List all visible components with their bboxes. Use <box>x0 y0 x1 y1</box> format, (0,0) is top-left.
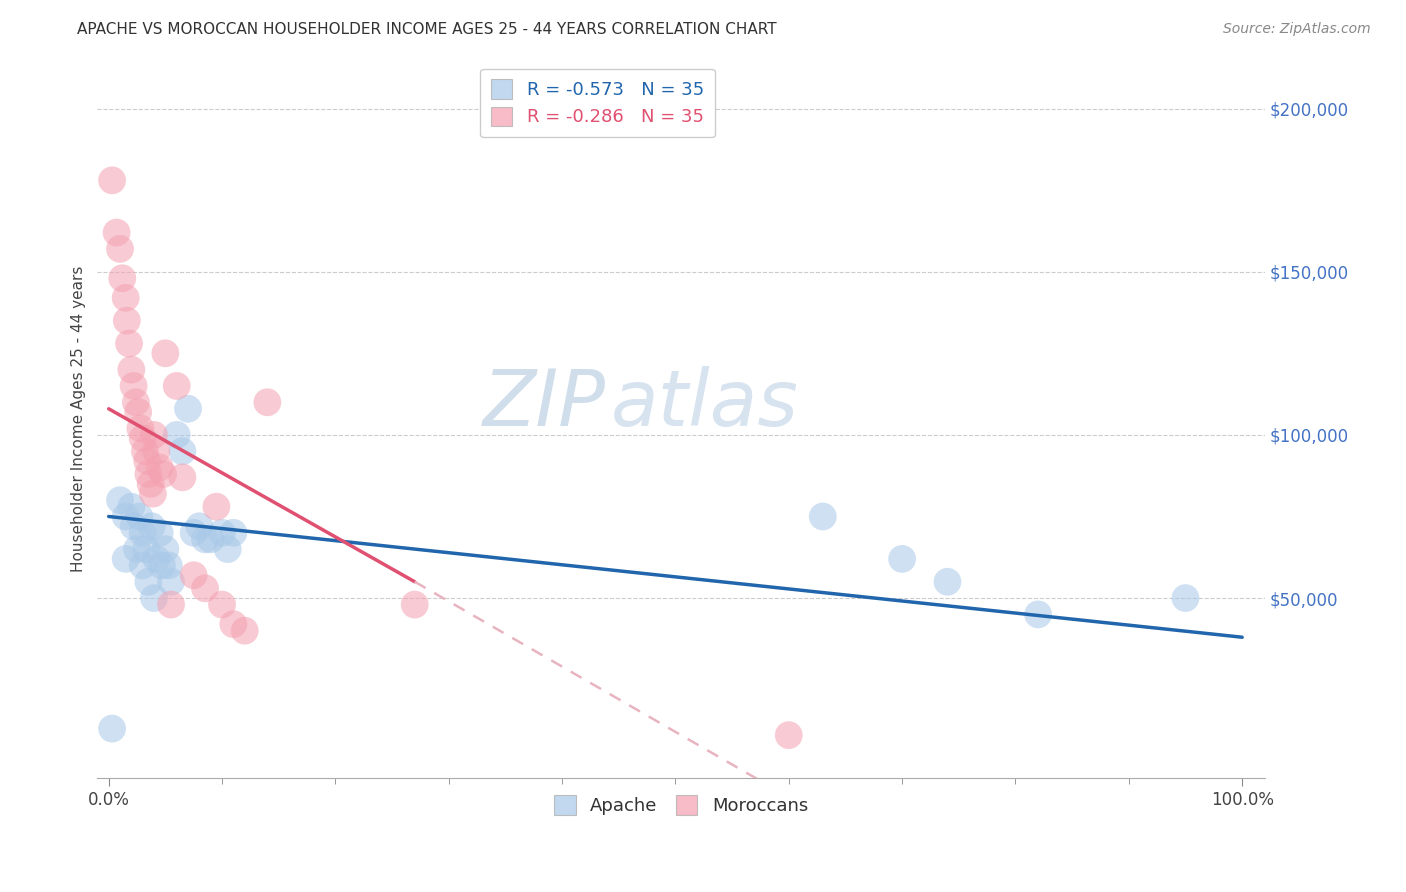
Point <box>200 533 222 547</box>
Text: APACHE VS MOROCCAN HOUSEHOLDER INCOME AGES 25 - 44 YEARS CORRELATION CHART: APACHE VS MOROCCAN HOUSEHOLDER INCOME AG… <box>77 22 778 37</box>
Point <box>222 525 245 540</box>
Point <box>149 525 172 540</box>
Point <box>125 542 148 557</box>
Point <box>222 617 245 632</box>
Point <box>152 467 174 481</box>
Point <box>129 421 152 435</box>
Point <box>172 470 194 484</box>
Point <box>166 428 188 442</box>
Point <box>211 598 233 612</box>
Point <box>134 444 156 458</box>
Point <box>108 242 131 256</box>
Point <box>150 558 173 573</box>
Point <box>194 582 217 596</box>
Point <box>136 454 159 468</box>
Point <box>131 431 153 445</box>
Legend: Apache, Moroccans: Apache, Moroccans <box>543 784 818 826</box>
Point <box>149 460 172 475</box>
Point <box>778 728 800 742</box>
Text: Source: ZipAtlas.com: Source: ZipAtlas.com <box>1223 22 1371 37</box>
Point <box>122 519 145 533</box>
Point <box>101 173 124 187</box>
Point <box>118 336 141 351</box>
Point <box>139 476 162 491</box>
Point <box>177 401 200 416</box>
Point <box>114 509 136 524</box>
Point <box>194 533 217 547</box>
Point <box>114 291 136 305</box>
Point <box>125 395 148 409</box>
Point <box>145 552 167 566</box>
Point <box>891 552 914 566</box>
Point <box>115 314 138 328</box>
Point <box>141 519 163 533</box>
Point <box>157 558 180 573</box>
Point <box>131 558 153 573</box>
Point <box>143 428 166 442</box>
Point <box>128 509 150 524</box>
Point <box>135 542 157 557</box>
Text: ZIP: ZIP <box>482 367 605 442</box>
Point <box>160 574 183 589</box>
Point <box>183 568 205 582</box>
Point <box>105 226 128 240</box>
Point <box>233 624 256 638</box>
Point <box>155 542 177 557</box>
Point <box>111 271 134 285</box>
Point <box>205 500 228 514</box>
Point <box>1026 607 1049 622</box>
Point <box>120 362 142 376</box>
Text: atlas: atlas <box>612 367 799 442</box>
Point <box>127 405 149 419</box>
Point <box>131 525 153 540</box>
Point <box>114 552 136 566</box>
Point <box>160 598 183 612</box>
Point <box>155 346 177 360</box>
Point <box>217 542 239 557</box>
Point <box>1174 591 1197 605</box>
Point <box>138 467 160 481</box>
Point <box>811 509 834 524</box>
Point <box>211 525 233 540</box>
Point <box>936 574 959 589</box>
Y-axis label: Householder Income Ages 25 - 44 years: Householder Income Ages 25 - 44 years <box>72 266 86 572</box>
Point <box>138 574 160 589</box>
Point <box>142 486 165 500</box>
Point <box>256 395 278 409</box>
Point <box>108 493 131 508</box>
Point <box>404 598 426 612</box>
Point <box>122 379 145 393</box>
Point <box>143 591 166 605</box>
Point <box>183 525 205 540</box>
Point <box>166 379 188 393</box>
Point <box>101 722 124 736</box>
Point <box>172 444 194 458</box>
Point <box>188 519 211 533</box>
Point <box>120 500 142 514</box>
Point <box>145 444 167 458</box>
